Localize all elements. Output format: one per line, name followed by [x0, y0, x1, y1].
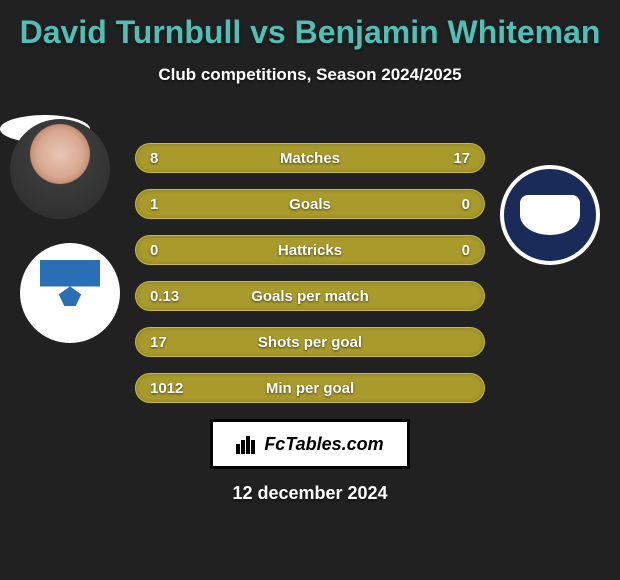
bluebird-icon — [56, 286, 84, 306]
club-right-badge — [500, 165, 600, 265]
main-area: 8 Matches 17 1 Goals 0 0 Hattricks 0 0.1… — [0, 115, 620, 504]
stat-row-hattricks: 0 Hattricks 0 — [135, 235, 485, 265]
branding-text: FcTables.com — [264, 434, 383, 455]
stat-row-goals-per-match: 0.13 Goals per match — [135, 281, 485, 311]
bar-chart-icon — [236, 434, 260, 454]
page-title: David Turnbull vs Benjamin Whiteman — [0, 14, 620, 51]
page-subtitle: Club competitions, Season 2024/2025 — [0, 65, 620, 85]
branding-label: FcTables.com — [236, 434, 383, 455]
stat-left-value: 17 — [150, 334, 190, 351]
stat-right-value: 0 — [430, 196, 470, 213]
stat-left-value: 8 — [150, 150, 190, 167]
stat-right-value: 0 — [430, 242, 470, 259]
stat-label: Goals per match — [190, 288, 430, 305]
stat-label: Goals — [190, 196, 430, 213]
stat-left-value: 0.13 — [150, 288, 190, 305]
infographic-container: David Turnbull vs Benjamin Whiteman Club… — [0, 0, 620, 504]
lamb-icon — [520, 195, 580, 235]
stat-row-shots-per-goal: 17 Shots per goal — [135, 327, 485, 357]
stat-row-min-per-goal: 1012 Min per goal — [135, 373, 485, 403]
club-left-shield-icon — [40, 260, 100, 326]
footer-date: 12 december 2024 — [0, 483, 620, 504]
player-left-avatar — [10, 119, 110, 219]
stat-left-value: 1 — [150, 196, 190, 213]
stat-right-value: 17 — [430, 150, 470, 167]
stat-label: Hattricks — [190, 242, 430, 259]
stat-label: Min per goal — [190, 380, 430, 397]
stat-label: Matches — [190, 150, 430, 167]
stat-left-value: 1012 — [150, 380, 190, 397]
branding-box: FcTables.com — [210, 419, 410, 469]
stat-label: Shots per goal — [190, 334, 430, 351]
stat-row-goals: 1 Goals 0 — [135, 189, 485, 219]
stat-left-value: 0 — [150, 242, 190, 259]
club-left-badge — [20, 243, 120, 343]
stats-list: 8 Matches 17 1 Goals 0 0 Hattricks 0 0.1… — [135, 143, 485, 403]
stat-row-matches: 8 Matches 17 — [135, 143, 485, 173]
